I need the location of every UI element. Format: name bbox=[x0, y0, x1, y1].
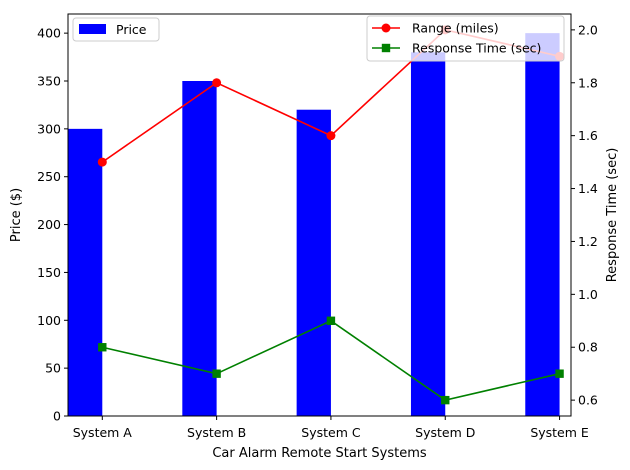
response-time-point bbox=[212, 369, 221, 378]
x-tick-label: System D bbox=[415, 425, 475, 440]
right-tick-label: 1.4 bbox=[578, 181, 598, 196]
price-bar bbox=[296, 109, 331, 416]
x-tick-label: System C bbox=[301, 425, 361, 440]
right-axis-ticks: 0.6 0.8 1.0 1.2 1.4 1.6 1.8 2.0 bbox=[571, 22, 598, 408]
left-tick-label: 250 bbox=[37, 169, 61, 184]
left-tick-label: 100 bbox=[37, 313, 61, 328]
right-y-axis-label: Response Time (sec) bbox=[605, 148, 620, 283]
price-bar bbox=[525, 33, 560, 417]
range-point bbox=[326, 131, 336, 141]
response-time-point bbox=[441, 395, 450, 405]
price-bars bbox=[68, 33, 560, 417]
plot-frame bbox=[67, 13, 572, 417]
right-tick-label: 0.6 bbox=[578, 393, 598, 408]
price-bar bbox=[68, 128, 103, 416]
left-tick-label: 400 bbox=[37, 26, 61, 41]
legend-label-response-time: Response Time (sec) bbox=[412, 41, 541, 56]
left-y-axis-label: Price ($) bbox=[9, 188, 24, 242]
right-tick-label: 1.0 bbox=[578, 287, 598, 302]
response-time-point bbox=[555, 369, 564, 378]
legend-marker-range bbox=[381, 23, 391, 33]
legend-right: Range (miles) Response Time (sec) bbox=[366, 15, 565, 62]
right-tick-label: 2.0 bbox=[578, 22, 598, 37]
price-bar bbox=[410, 52, 446, 417]
x-axis-label: Car Alarm Remote Start Systems bbox=[212, 446, 427, 461]
left-tick-label: 150 bbox=[37, 265, 61, 280]
left-tick-label: 300 bbox=[37, 121, 61, 136]
legend-label-range: Range (miles) bbox=[412, 21, 499, 36]
response-time-point bbox=[98, 343, 107, 352]
right-tick-label: 1.2 bbox=[578, 234, 598, 249]
right-tick-label: 0.8 bbox=[578, 340, 598, 355]
left-tick-label: 50 bbox=[45, 361, 61, 376]
right-tick-label: 1.8 bbox=[578, 75, 598, 90]
x-tick-label: System A bbox=[73, 425, 133, 440]
left-axis-ticks: 0 50 100 150 200 250 300 350 400 bbox=[37, 26, 68, 424]
response-time-point bbox=[326, 316, 336, 325]
left-tick-label: 350 bbox=[37, 74, 61, 89]
legend-box bbox=[366, 15, 565, 62]
legend-marker-response-time bbox=[381, 43, 391, 53]
x-axis-ticks: System A System B System C System D System E bbox=[73, 416, 589, 440]
legend-swatch-price bbox=[79, 24, 106, 34]
legend-box bbox=[72, 17, 160, 42]
left-tick-label: 0 bbox=[53, 409, 61, 424]
range-point bbox=[212, 78, 222, 88]
left-tick-label: 200 bbox=[37, 217, 61, 232]
legend-label-price: Price bbox=[116, 22, 147, 37]
legend-left: Price bbox=[72, 17, 160, 42]
right-tick-label: 1.6 bbox=[578, 128, 598, 143]
range-point bbox=[97, 157, 107, 167]
price-bar bbox=[182, 81, 217, 416]
x-tick-label: System B bbox=[187, 425, 246, 440]
x-tick-label: System E bbox=[530, 425, 589, 440]
